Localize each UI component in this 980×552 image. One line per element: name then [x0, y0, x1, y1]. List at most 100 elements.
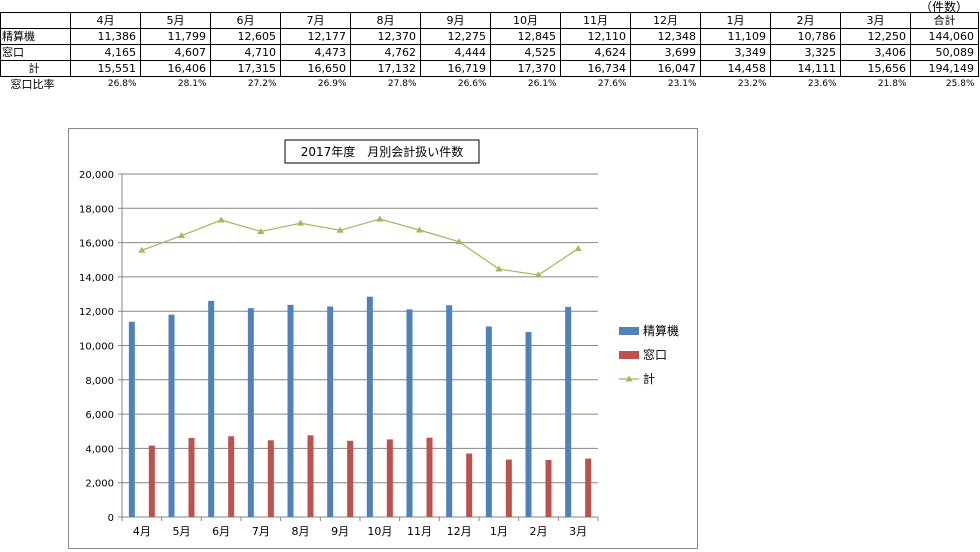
data-table: 4月 5月 6月 7月 8月 9月 10月 11月 12月 1月 2月 3月 合… — [0, 12, 979, 92]
chart-frame: 2017年度 月別会計扱い件数 0 2,000 4,000 6,000 8,000 10,… — [68, 128, 698, 549]
bar — [505, 459, 512, 517]
y-tick-label: 6,000 — [85, 410, 114, 421]
legend-swatch — [619, 327, 639, 335]
header-cell: 11月 — [560, 12, 631, 29]
y-tick-label: 16,000 — [79, 239, 114, 250]
header-cell: 4月 — [70, 12, 141, 29]
chart-line — [138, 215, 582, 278]
table-cell: 16,047 — [630, 60, 701, 77]
table-cell: 4,607 — [140, 44, 211, 61]
header-cell: 5月 — [140, 12, 211, 29]
table-cell: 50,089 — [910, 44, 979, 61]
line-point — [416, 226, 423, 233]
line-point — [574, 244, 582, 251]
table-cell: 12,605 — [210, 28, 281, 45]
header-cell: 8月 — [350, 12, 421, 29]
ratio-cell: 27.8% — [387, 79, 417, 89]
table-cell: 144,060 — [910, 28, 979, 45]
table-cell: 4,762 — [350, 44, 421, 61]
table-cell: 12,177 — [280, 28, 351, 45]
table-cell: 12,250 — [840, 28, 911, 45]
y-tick-label: 0 — [108, 513, 114, 524]
table-cell: 3,325 — [770, 44, 841, 61]
header-cell: 12月 — [630, 12, 701, 29]
ratio-cell: 25.8% — [945, 79, 975, 89]
x-tick-label: 3月 — [569, 525, 587, 538]
line-point — [217, 216, 225, 223]
table-row: 窓口 4,165 4,607 4,710 4,473 4,762 4,444 4… — [0, 44, 979, 61]
table-cell: 17,132 — [350, 60, 421, 77]
bar — [386, 439, 393, 517]
table-cell: 11,386 — [70, 28, 141, 45]
header-cell: 9月 — [420, 12, 491, 29]
table-cell: 4,444 — [420, 44, 491, 61]
x-tick-label: 1月 — [490, 525, 508, 538]
header-cell: 1月 — [700, 12, 771, 29]
header-cell — [0, 12, 71, 29]
table-cell: 4,525 — [490, 44, 561, 61]
table-cell: 4,710 — [210, 44, 281, 61]
ratio-cell: 26.6% — [457, 79, 487, 89]
bar — [585, 458, 592, 517]
table-cell: 16,734 — [560, 60, 631, 77]
table-cell: 16,406 — [140, 60, 211, 77]
bar — [327, 306, 334, 517]
header-cell: 10月 — [490, 12, 561, 29]
bar — [466, 453, 473, 517]
table-cell: 14,111 — [770, 60, 841, 77]
table-cell: 4,624 — [560, 44, 631, 61]
unit-label: （件数） — [919, 0, 968, 14]
y-tick-label: 14,000 — [79, 273, 114, 284]
ratio-cell: 23.1% — [667, 79, 697, 89]
ratio-cell: 23.6% — [807, 79, 837, 89]
header-cell: 3月 — [840, 12, 911, 29]
x-tick-label: 11月 — [407, 525, 432, 538]
legend-label: 精算機 — [643, 323, 679, 338]
bar — [366, 296, 373, 517]
table-cell: 3,349 — [700, 44, 771, 61]
x-tick-label: 5月 — [173, 525, 191, 538]
x-tick-label: 9月 — [331, 525, 349, 538]
table-cell: 194,149 — [910, 60, 979, 77]
bar — [208, 300, 215, 517]
bar — [545, 459, 552, 517]
table-cell: 16,650 — [280, 60, 351, 77]
table-cell: 12,110 — [560, 28, 631, 45]
line-point — [336, 226, 344, 233]
chart-title: 2017年度 月別会計扱い件数 — [301, 144, 464, 159]
header-cell: 2月 — [770, 12, 841, 29]
header-cell: 合計 — [910, 12, 979, 29]
row-label: 精算機 — [0, 28, 71, 45]
row-label: 計 — [0, 60, 71, 77]
table-row: 計 15,551 16,406 17,315 16,650 17,132 16,… — [0, 60, 979, 77]
x-tick-label: 6月 — [212, 525, 230, 538]
bar — [267, 440, 274, 517]
bar — [247, 308, 254, 517]
bar — [307, 435, 314, 517]
line-point — [138, 246, 146, 253]
legend-marker — [625, 375, 633, 382]
bar — [188, 437, 195, 517]
ratio-cell: 23.2% — [737, 79, 767, 89]
table-cell: 12,348 — [630, 28, 701, 45]
bar — [525, 332, 532, 517]
legend-label: 計 — [643, 371, 655, 386]
table-cell: 4,165 — [70, 44, 141, 61]
table-cell: 17,315 — [210, 60, 281, 77]
ratio-cell: 28.1% — [177, 79, 207, 89]
x-tick-label: 10月 — [367, 525, 392, 538]
header-cell: 7月 — [280, 12, 351, 29]
chart-grid — [118, 173, 598, 518]
x-tick-label: 8月 — [292, 525, 310, 538]
table-header-row: 4月 5月 6月 7月 8月 9月 10月 11月 12月 1月 2月 3月 合… — [0, 12, 979, 29]
row-label: 窓口 — [0, 44, 71, 61]
ratio-row: 窓口比率 26.8% 28.1% 27.2% 26.9% 27.8% 26.6%… — [1, 77, 979, 93]
y-tick-label: 20,000 — [79, 170, 114, 181]
ratio-cell: 26.1% — [527, 79, 557, 89]
line-point — [455, 238, 463, 245]
bar — [228, 436, 235, 517]
ratio-cell: 21.8% — [877, 79, 907, 89]
table-cell: 4,473 — [280, 44, 351, 61]
line-point — [376, 215, 384, 222]
